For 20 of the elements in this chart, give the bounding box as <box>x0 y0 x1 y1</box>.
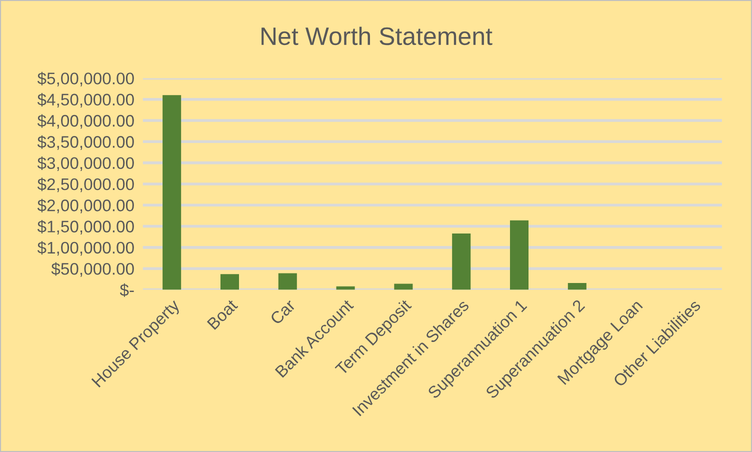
bar <box>510 220 529 290</box>
bar <box>568 282 586 290</box>
bar <box>162 95 182 290</box>
y-tick-label: $2,00,000.00 <box>37 198 134 214</box>
y-tick-label: $5,00,000.00 <box>37 72 134 86</box>
y-tick-label: $3,00,000.00 <box>37 156 134 171</box>
bar <box>452 233 471 290</box>
bar <box>278 273 297 290</box>
y-tick-label: $50,000.00 <box>51 262 134 277</box>
y-tick-label: $- <box>120 283 134 297</box>
bar <box>394 284 413 290</box>
x-tick-label: Car <box>270 298 296 326</box>
y-tick-label: $2,50,000.00 <box>37 178 134 192</box>
y-tick-label: $1,00,000.00 <box>37 241 134 256</box>
y-tick-label: $4,00,000.00 <box>37 114 134 129</box>
bar <box>220 274 239 290</box>
y-tick-label: $1,50,000.00 <box>37 220 134 234</box>
chart-title: Net Worth Statement <box>262 26 492 46</box>
y-tick-label: $3,50,000.00 <box>37 135 134 150</box>
y-tick-label: $4,50,000.00 <box>37 93 134 108</box>
